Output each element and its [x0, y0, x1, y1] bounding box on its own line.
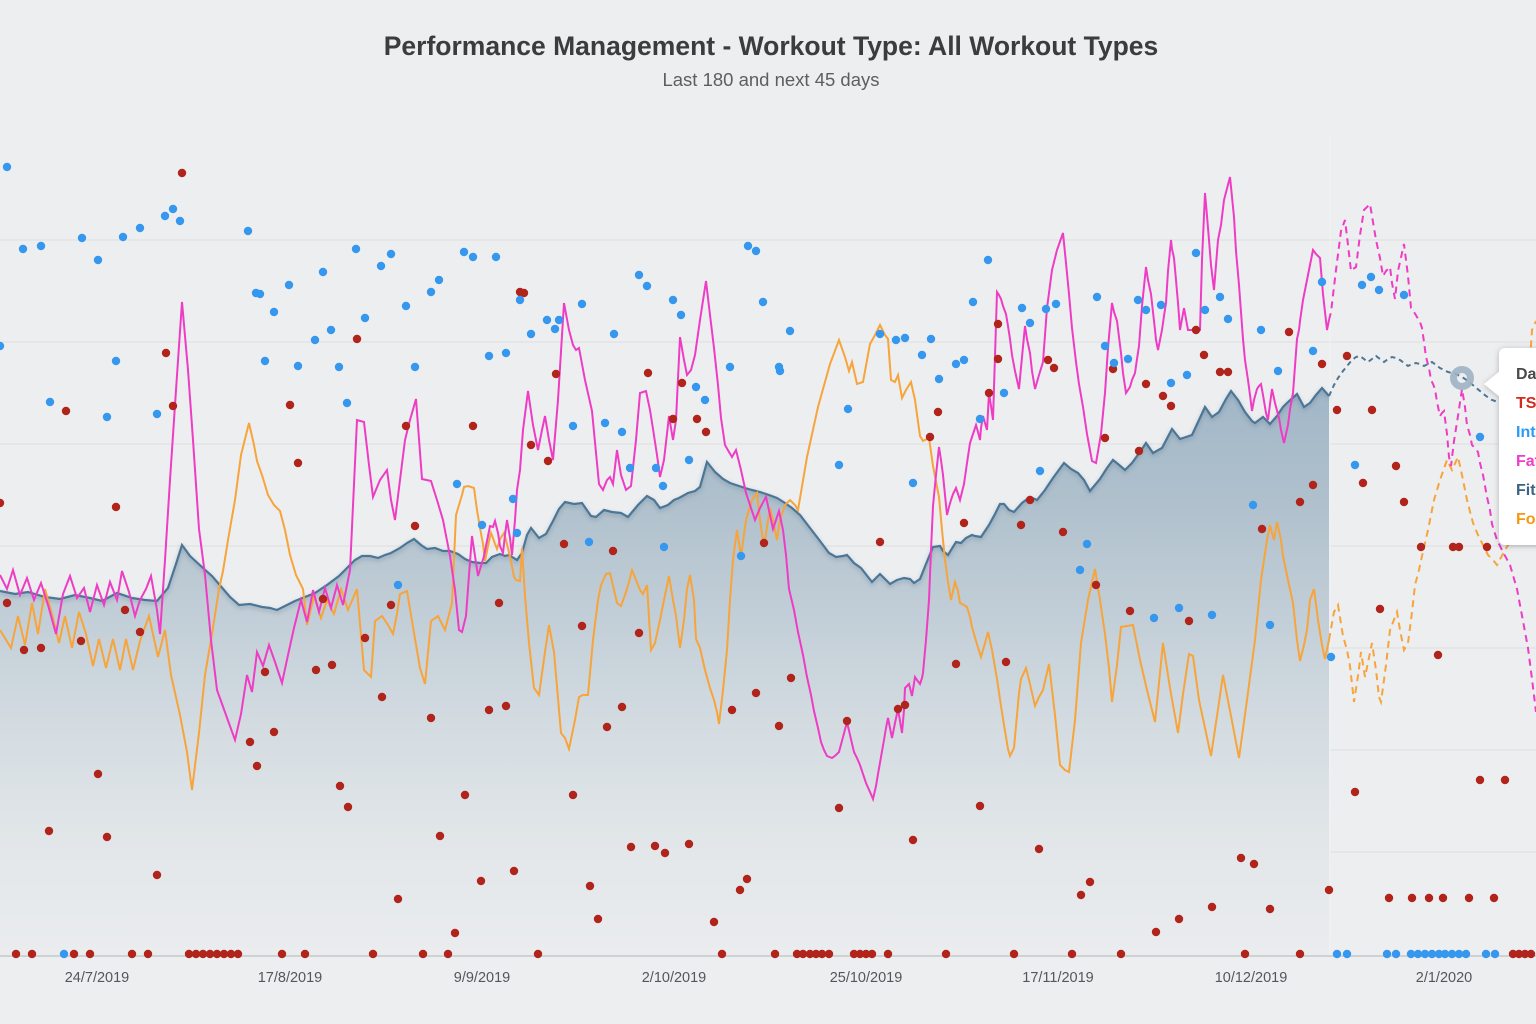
svg-text:TSS: 0: TSS: 0	[1516, 395, 1536, 412]
svg-text:17/11/2019: 17/11/2019	[1022, 970, 1094, 986]
svg-text:Performance Management - Worko: Performance Management - Workout Type: A…	[384, 31, 1159, 61]
svg-text:2/10/2019: 2/10/2019	[642, 970, 707, 986]
svg-text:Fitness: 61: Fitness: 61	[1516, 482, 1536, 499]
svg-text:Intensity: 0: Intensity: 0	[1516, 424, 1536, 441]
svg-text:2/1/2020: 2/1/2020	[1416, 970, 1472, 986]
svg-text:17/8/2019: 17/8/2019	[258, 970, 323, 986]
svg-text:Last 180 and next 45 days: Last 180 and next 45 days	[662, 69, 879, 90]
svg-text:Fatigue: 28: Fatigue: 28	[1516, 453, 1536, 470]
svg-text:9/9/2019: 9/9/2019	[454, 970, 510, 986]
svg-text:25/10/2019: 25/10/2019	[830, 970, 903, 986]
svg-text:24/7/2019: 24/7/2019	[65, 970, 130, 986]
svg-text:Date: 12/26/2019: Date: 12/26/2019	[1516, 366, 1536, 383]
svg-text:10/12/2019: 10/12/2019	[1215, 970, 1288, 986]
svg-text:Form: 30: Form: 30	[1516, 511, 1536, 528]
